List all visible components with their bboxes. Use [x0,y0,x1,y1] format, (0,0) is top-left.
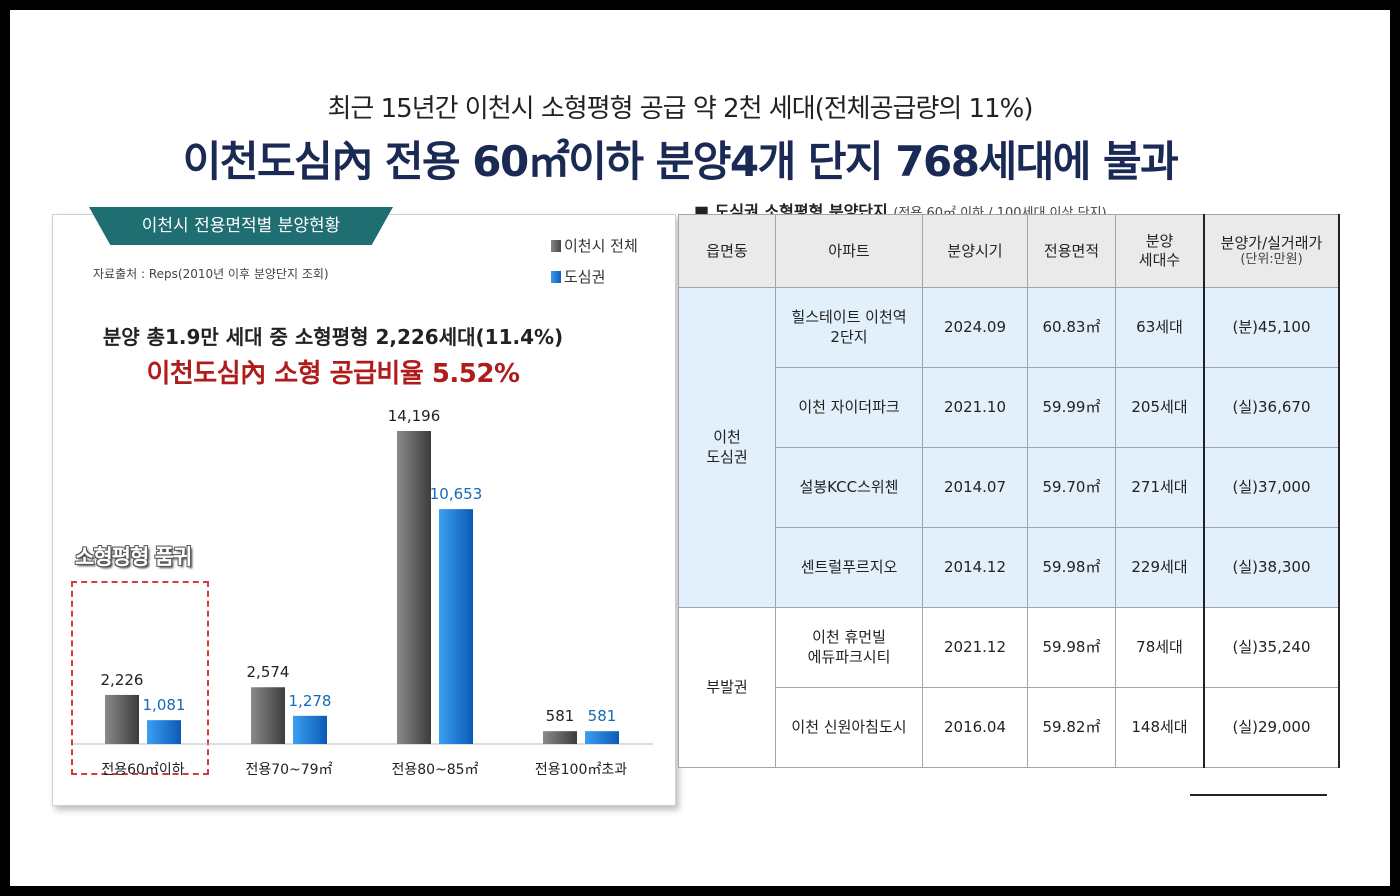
cell-region: 이천 도심권 [678,287,776,608]
table-row: 이천 자이더파크 2021.10 59.99㎡ 205세대 (실)36,670 [679,367,1340,448]
x-tick-label: 전용70~79㎡ [245,762,332,778]
table-row: 설봉KCC스위첸 2014.07 59.70㎡ 271세대 (실)37,000 [679,447,1340,528]
table-row: 부발권 이천 휴먼빌 에듀파크시티 2021.12 59.98㎡ 78세대 (실)35,2… [678,607,1340,768]
cell-date: 2021.10 [922,367,1028,448]
cell-region: 부발권 [678,607,776,768]
table-row: 이천 도심권 힐스테이트 이천역 2단지 2024.09 60.83㎡ 63세대 (분)4… [678,287,1340,608]
cell-apt: 이천 휴먼빌 에듀파크시티 [775,607,923,688]
bar-value-label: 1,278 [289,692,332,710]
legend-swatch-downtown [551,270,561,283]
bar-value-label: 1,081 [143,696,186,714]
cell-date: 2016.04 [922,687,1028,768]
data-source: 자료출처 : Reps(2010년 이후 분양단지 조회) [93,267,329,281]
header-units: 분양 세대수 [1115,214,1205,288]
headline-subtitle: 최근 15년간 이천시 소형평형 공급 약 2천 세대(전체공급량의 11%) [327,94,1034,124]
chart-panel: 이천시 전용면적별 분양현황 이천시 전체 도심권 자료출처 : Reps(20… [52,207,676,806]
table-header-row: 읍면동 아파트 분양시기 전용면적 분양 세대수 분양가/실거래가 (단위:만원… [678,214,1340,288]
cell-units: 229세대 [1115,527,1205,608]
cell-date: 2014.12 [922,527,1028,608]
summary-ratio: 이천도심內 소형 공급비율 5.52% [146,359,520,389]
x-tick-label: 전용80~85㎡ [391,762,478,778]
cell-apt: 힐스테이트 이천역 2단지 [775,287,923,368]
bar-value-label: 581 [588,707,617,725]
highlight-label: 소형평형 품귀 [75,545,192,569]
cell-price: (분)45,100 [1203,287,1340,368]
bar-downtown [585,731,619,744]
legend-label-total: 이천시 전체 [564,237,638,255]
cell-apt: 이천 자이더파크 [775,367,923,448]
bar-value-label: 2,226 [101,671,144,689]
bar-total [543,731,577,744]
cell-price: (실)36,670 [1203,367,1340,448]
bar-value-label: 10,653 [430,485,483,503]
bar-downtown [439,509,473,744]
header-area: 전용면적 [1027,214,1116,288]
bar-downtown [147,720,181,744]
bar-value-label: 14,196 [388,407,441,425]
cell-area: 59.82㎡ [1027,687,1116,768]
cell-price: (실)35,240 [1203,607,1340,688]
cell-area: 59.70㎡ [1027,447,1116,528]
highlight-box [71,581,209,775]
cell-price: (실)37,000 [1203,447,1340,528]
cell-date: 2014.07 [922,447,1028,528]
legend-item-downtown: 도심권 [551,266,638,287]
cell-date: 2021.12 [922,607,1028,688]
x-tick-label: 전용60㎡이하 [101,762,184,778]
bar-downtown [293,715,327,744]
cell-units: 205세대 [1115,367,1205,448]
header-price: 분양가/실거래가 (단위:만원) [1203,214,1340,288]
cell-price: (실)29,000 [1203,687,1340,768]
cell-units: 271세대 [1115,447,1205,528]
bar-value-label: 581 [546,707,575,725]
header-apt: 아파트 [775,214,923,288]
header-price-label: 분양가/실거래가 [1220,233,1323,252]
cell-apt: 설봉KCC스위첸 [775,447,923,528]
x-tick-label: 전용100㎡초과 [535,762,627,778]
chart-tab-title: 이천시 전용면적별 분양현황 [89,207,393,245]
legend-swatch-total [551,239,561,252]
complex-table: 읍면동 아파트 분양시기 전용면적 분양 세대수 분양가/실거래가 (단위:만원… [678,214,1340,768]
price-column-bottom-border [1190,794,1327,796]
legend-item-total: 이천시 전체 [551,235,638,256]
legend-label-downtown: 도심권 [564,268,606,286]
cell-units: 78세대 [1115,607,1205,688]
cell-area: 60.83㎡ [1027,287,1116,368]
headline-title: 이천도심內 전용 60㎡이하 분양4개 단지 768세대에 불과 [182,137,1179,186]
header-date: 분양시기 [922,214,1028,288]
cell-price: (실)38,300 [1203,527,1340,608]
cell-area: 59.98㎡ [1027,527,1116,608]
summary-total: 분양 총1.9만 세대 중 소형평형 2,226세대(11.4%) [102,325,564,349]
table-row: 이천 신원아침도시 2016.04 59.82㎡ 148세대 (실)29,000 [679,687,1340,768]
cell-date: 2024.09 [922,287,1028,368]
chart-legend: 이천시 전체 도심권 [551,235,638,297]
bar-total [105,694,139,744]
cell-units: 148세대 [1115,687,1205,768]
header-price-unit: (단위:만원) [1240,252,1303,268]
cell-area: 59.99㎡ [1027,367,1116,448]
cell-apt: 센트럴푸르지오 [775,527,923,608]
header-region: 읍면동 [678,214,776,288]
bar-total [251,687,285,744]
bar-chart: 2,226 1,081 전용60㎡이하 2,574 1,278 전용70~79㎡ 14,19… [73,407,653,778]
cell-area: 59.98㎡ [1027,607,1116,688]
bar-total [397,431,431,744]
cell-units: 63세대 [1115,287,1205,368]
table-row: 센트럴푸르지오 2014.12 59.98㎡ 229세대 (실)38,300 [679,527,1340,608]
bar-value-label: 2,574 [247,663,290,681]
cell-apt: 이천 신원아침도시 [775,687,923,768]
